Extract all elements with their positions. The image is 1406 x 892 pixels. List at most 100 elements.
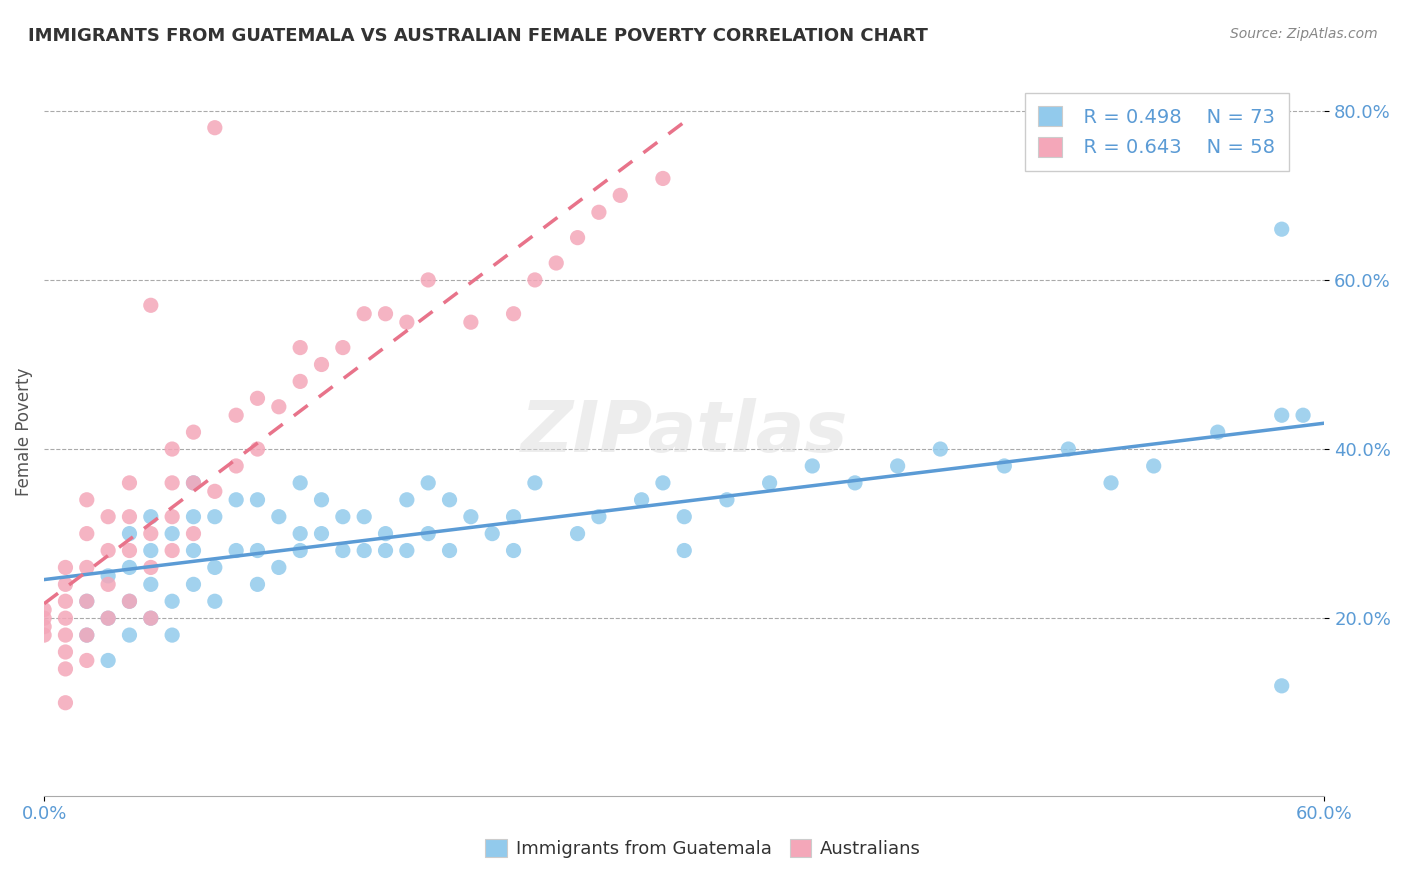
Point bbox=[267, 560, 290, 574]
Point bbox=[76, 560, 98, 574]
Point bbox=[929, 442, 952, 456]
Point bbox=[311, 358, 333, 372]
Point bbox=[1271, 409, 1294, 423]
Point bbox=[502, 509, 524, 524]
Point bbox=[332, 509, 354, 524]
Point bbox=[32, 611, 55, 625]
Point bbox=[716, 492, 738, 507]
Point bbox=[567, 230, 589, 244]
Point bbox=[395, 315, 418, 329]
Point bbox=[183, 577, 205, 591]
Point bbox=[76, 492, 98, 507]
Point bbox=[353, 543, 375, 558]
Point bbox=[139, 611, 162, 625]
Point bbox=[225, 543, 247, 558]
Point bbox=[139, 611, 162, 625]
Point bbox=[332, 543, 354, 558]
Point bbox=[993, 458, 1015, 473]
Point bbox=[139, 509, 162, 524]
Point bbox=[267, 400, 290, 414]
Point bbox=[1057, 442, 1080, 456]
Point bbox=[311, 526, 333, 541]
Point bbox=[160, 628, 183, 642]
Point bbox=[609, 188, 631, 202]
Legend: Immigrants from Guatemala, Australians: Immigrants from Guatemala, Australians bbox=[478, 831, 928, 865]
Point bbox=[97, 543, 120, 558]
Point bbox=[160, 475, 183, 490]
Point bbox=[55, 560, 77, 574]
Point bbox=[139, 560, 162, 574]
Point bbox=[225, 409, 247, 423]
Point bbox=[139, 298, 162, 312]
Point bbox=[1143, 458, 1166, 473]
Point bbox=[288, 375, 311, 389]
Point bbox=[55, 645, 77, 659]
Point bbox=[630, 492, 652, 507]
Point bbox=[97, 569, 120, 583]
Point bbox=[32, 628, 55, 642]
Point bbox=[460, 509, 482, 524]
Point bbox=[353, 509, 375, 524]
Point bbox=[55, 628, 77, 642]
Point bbox=[204, 560, 226, 574]
Point bbox=[204, 484, 226, 499]
Point bbox=[97, 509, 120, 524]
Point bbox=[332, 341, 354, 355]
Point bbox=[673, 509, 696, 524]
Point bbox=[97, 611, 120, 625]
Point bbox=[288, 475, 311, 490]
Point bbox=[567, 526, 589, 541]
Point bbox=[160, 594, 183, 608]
Point bbox=[160, 526, 183, 541]
Point bbox=[288, 543, 311, 558]
Point bbox=[55, 662, 77, 676]
Point bbox=[374, 543, 396, 558]
Point bbox=[481, 526, 503, 541]
Point bbox=[183, 475, 205, 490]
Point bbox=[1206, 425, 1229, 439]
Point bbox=[139, 577, 162, 591]
Point bbox=[267, 509, 290, 524]
Point bbox=[311, 492, 333, 507]
Point bbox=[118, 560, 141, 574]
Point bbox=[395, 492, 418, 507]
Point bbox=[246, 492, 269, 507]
Point bbox=[118, 475, 141, 490]
Point bbox=[502, 543, 524, 558]
Point bbox=[183, 475, 205, 490]
Point bbox=[801, 458, 824, 473]
Point bbox=[1271, 222, 1294, 236]
Point bbox=[32, 620, 55, 634]
Point bbox=[225, 492, 247, 507]
Point bbox=[97, 653, 120, 667]
Point bbox=[353, 307, 375, 321]
Point bbox=[183, 543, 205, 558]
Point bbox=[439, 492, 461, 507]
Point bbox=[651, 475, 673, 490]
Point bbox=[76, 594, 98, 608]
Point bbox=[97, 611, 120, 625]
Point bbox=[418, 526, 440, 541]
Point bbox=[204, 120, 226, 135]
Point bbox=[118, 509, 141, 524]
Point bbox=[76, 628, 98, 642]
Point bbox=[139, 543, 162, 558]
Point bbox=[183, 509, 205, 524]
Text: Source: ZipAtlas.com: Source: ZipAtlas.com bbox=[1230, 27, 1378, 41]
Legend:   R = 0.498    N = 73,   R = 0.643    N = 58: R = 0.498 N = 73, R = 0.643 N = 58 bbox=[1025, 93, 1289, 170]
Point bbox=[418, 475, 440, 490]
Point bbox=[225, 458, 247, 473]
Point bbox=[160, 509, 183, 524]
Point bbox=[76, 594, 98, 608]
Point bbox=[118, 594, 141, 608]
Point bbox=[139, 526, 162, 541]
Point bbox=[160, 543, 183, 558]
Point bbox=[118, 526, 141, 541]
Point bbox=[246, 577, 269, 591]
Point bbox=[55, 611, 77, 625]
Point bbox=[55, 594, 77, 608]
Point bbox=[246, 543, 269, 558]
Point bbox=[546, 256, 568, 270]
Point bbox=[97, 577, 120, 591]
Point bbox=[32, 603, 55, 617]
